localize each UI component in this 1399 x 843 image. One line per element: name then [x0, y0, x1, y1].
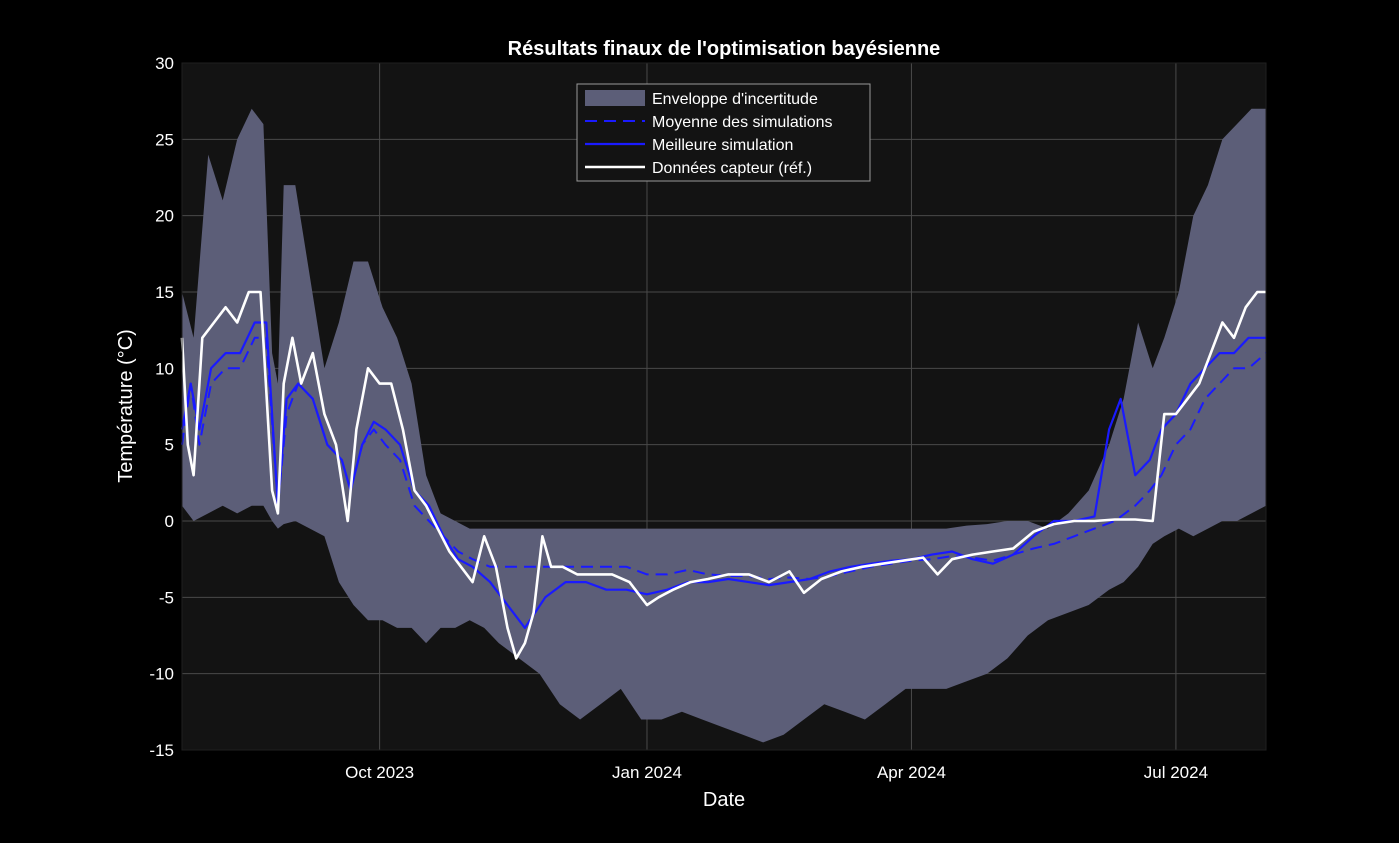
y-tick-label: 10 [155, 359, 174, 378]
y-axis: -15 -10 -5 0 5 10 15 20 25 30 [149, 54, 174, 760]
y-tick-label: -15 [149, 741, 174, 760]
best-simulation-line [180, 321, 1266, 630]
x-tick-label: Jan 2024 [612, 763, 682, 782]
uncertainty-band [182, 108, 1266, 743]
legend: Enveloppe d'incertitude Moyenne des simul… [576, 83, 871, 182]
y-tick-label: 25 [155, 130, 174, 149]
chart-title: Résultats finaux de l'optimisation bayés… [508, 38, 941, 60]
x-tick-label: Oct 2023 [345, 763, 414, 782]
y-tick-label: -10 [149, 665, 174, 684]
x-tick-label: Apr 2024 [877, 763, 946, 782]
legend-entry-label: Données capteur (réf.) [652, 160, 812, 177]
legend-entry-label: Moyenne des simulations [652, 114, 833, 131]
y-tick-label: 0 [165, 512, 174, 531]
plot-frame [181, 62, 1267, 751]
x-axis-label: Date [703, 789, 745, 811]
y-axis-label: Température (°C) [115, 329, 137, 483]
sensor-data-line [180, 290, 1266, 660]
y-tick-label: 30 [155, 54, 174, 73]
series-layer [180, 108, 1267, 743]
legend-entry-label: Enveloppe d'incertitude [652, 91, 818, 108]
legend-swatch-band [585, 90, 645, 106]
legend-entry-label: Meilleure simulation [652, 137, 793, 154]
x-tick-label: Jul 2024 [1144, 763, 1208, 782]
y-tick-label: -5 [159, 588, 174, 607]
y-tick-label: 15 [155, 283, 174, 302]
x-axis: Oct 2023 Jan 2024 Apr 2024 Jul 2024 [345, 763, 1208, 782]
y-tick-label: 20 [155, 207, 174, 226]
y-tick-label: 5 [165, 436, 174, 455]
